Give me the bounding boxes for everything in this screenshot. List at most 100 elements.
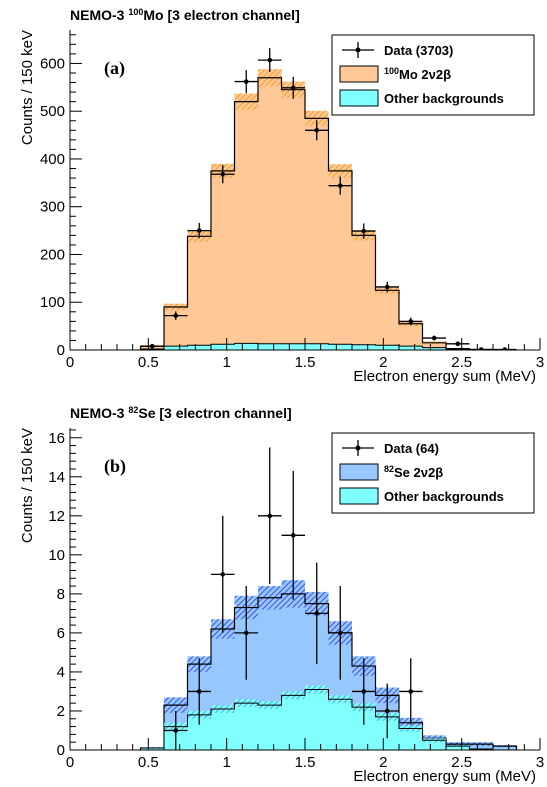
legend-swatch	[339, 89, 379, 107]
legend: Data (3703) 100Mo 2ν2β Other backgrounds	[331, 34, 535, 116]
data-point	[258, 447, 282, 585]
y-tick-label: 16	[48, 430, 65, 447]
y-tick-label: 8	[57, 586, 65, 603]
data-point	[140, 343, 164, 349]
panel-label: (a)	[104, 58, 125, 79]
data-marker	[243, 79, 249, 84]
data-marker	[384, 708, 390, 714]
y-axis-title: Counts / 150 keV	[19, 428, 36, 543]
legend-label: Data (64)	[384, 441, 439, 456]
y-tick-label: 2	[57, 703, 65, 720]
plot-area	[139, 447, 518, 750]
data-point	[258, 48, 282, 73]
legend-label: 100Mo 2ν2β	[384, 66, 451, 82]
x-tick-label: 2.5	[451, 354, 472, 371]
plot-area	[139, 48, 517, 350]
data-point	[446, 341, 470, 347]
data-point	[305, 120, 329, 141]
panel-b: NEMO-3 82Se [3 electron channel] 0 0.5 1 1.5…	[19, 405, 544, 785]
y-tick-label: 10	[48, 547, 65, 564]
x-tick-label: 2	[379, 754, 387, 771]
legend-label: Other backgrounds	[384, 91, 504, 106]
y-tick-label: 0	[57, 742, 65, 759]
data-marker	[173, 313, 179, 318]
y-tick-label: 4	[57, 664, 65, 681]
legend-label: Other backgrounds	[384, 489, 504, 504]
data-marker	[243, 630, 249, 636]
data-marker	[384, 284, 390, 290]
data-point	[399, 658, 423, 725]
data-marker	[314, 127, 320, 133]
data-marker	[220, 572, 226, 577]
data-marker	[220, 171, 226, 177]
y-tick-label: 300	[40, 199, 65, 216]
data-point	[164, 311, 188, 320]
data-marker	[290, 85, 296, 91]
y-tick-label: 200	[40, 246, 65, 263]
data-marker	[361, 689, 367, 694]
data-marker	[408, 689, 414, 694]
data-point	[375, 281, 399, 293]
data-marker	[314, 611, 320, 616]
x-tick-label: 2.5	[451, 754, 472, 771]
y-tick-label: 12	[48, 508, 65, 525]
x-tick-label: 0.5	[138, 354, 159, 371]
data-marker	[431, 335, 437, 341]
y-tick-label: 600	[40, 55, 65, 72]
y-tick-label: 14	[48, 469, 65, 486]
data-marker	[267, 513, 273, 519]
data-marker	[361, 228, 367, 234]
panel-label: (b)	[104, 456, 126, 477]
data-point	[187, 658, 211, 725]
x-tick-label: 2	[379, 354, 387, 371]
data-marker	[149, 343, 155, 349]
legend-data-marker	[355, 47, 361, 53]
panel-a: NEMO-3 100Mo [3 electron channel] 0 0.5 1 1.…	[19, 7, 544, 385]
y-tick-label: 6	[57, 625, 65, 642]
data-point	[234, 586, 258, 680]
data-marker	[502, 347, 508, 350]
data-marker	[337, 183, 343, 189]
legend-label: 82Se 2ν2β	[384, 464, 443, 480]
x-tick-label: 1	[222, 754, 230, 771]
x-tick-label: 3	[536, 754, 544, 771]
data-marker	[173, 728, 179, 733]
y-tick-label: 100	[40, 294, 65, 311]
data-point	[211, 515, 235, 633]
y-axis-title: Counts / 150 keV	[19, 30, 36, 145]
legend: Data (64) 82Se 2ν2β Other backgrounds	[331, 432, 535, 514]
data-point	[234, 70, 258, 94]
data-point	[422, 335, 446, 341]
y-tick-label: 0	[57, 342, 65, 359]
legend-swatch	[339, 463, 379, 481]
data-marker	[290, 533, 296, 538]
x-axis-title: Electron energy sum (MeV)	[353, 768, 536, 785]
legend-label: Data (3703)	[384, 43, 453, 58]
data-marker	[337, 630, 343, 636]
data-point	[281, 470, 305, 600]
y-tick-label: 500	[40, 103, 65, 120]
data-marker	[455, 341, 461, 347]
data-point	[352, 658, 376, 725]
x-tick-label: 1.5	[295, 754, 316, 771]
x-tick-label: 1	[222, 354, 230, 371]
data-point	[187, 222, 211, 239]
data-point	[305, 562, 329, 665]
data-marker	[267, 57, 273, 63]
x-axis-title: Electron energy sum (MeV)	[353, 368, 536, 385]
data-point	[375, 683, 399, 739]
data-point	[281, 76, 305, 99]
data-point	[164, 710, 188, 750]
x-tick-label: 3	[536, 354, 544, 371]
data-marker	[478, 347, 484, 350]
data-point	[399, 317, 423, 326]
data-point	[328, 586, 352, 680]
legend-swatch	[339, 487, 379, 505]
y-tick-label: 400	[40, 151, 65, 168]
chart-title: NEMO-3 82Se [3 electron channel]	[70, 405, 292, 421]
data-marker	[196, 228, 202, 233]
data-point	[328, 176, 352, 195]
legend-swatch	[339, 65, 379, 83]
background-stack-fill	[140, 343, 517, 350]
